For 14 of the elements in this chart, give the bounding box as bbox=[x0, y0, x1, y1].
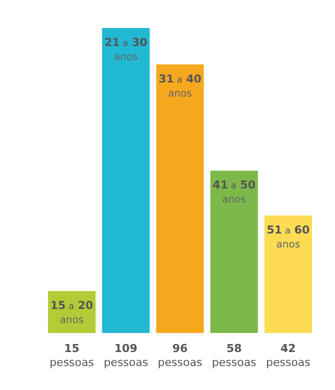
data-label: 96 pessoas bbox=[158, 342, 202, 369]
data-label: 42 pessoas bbox=[266, 342, 311, 369]
bar bbox=[264, 215, 312, 333]
data-label: 58 pessoas bbox=[212, 342, 257, 369]
x-tick-label: 21 a 30 anos bbox=[104, 36, 148, 63]
bar bbox=[156, 64, 204, 333]
x-tick-label: 15 a 20 anos bbox=[50, 299, 94, 326]
x-tick-label: 51 a 60 anos bbox=[266, 223, 310, 250]
data-label: 15 pessoas bbox=[50, 342, 94, 369]
x-tick-label: 41 a 50 anos bbox=[212, 178, 256, 206]
bar bbox=[102, 28, 150, 333]
bar bbox=[210, 170, 258, 333]
data-label: 109 pessoas bbox=[104, 342, 148, 369]
x-tick-label: 31 a 40 anos bbox=[158, 72, 202, 100]
